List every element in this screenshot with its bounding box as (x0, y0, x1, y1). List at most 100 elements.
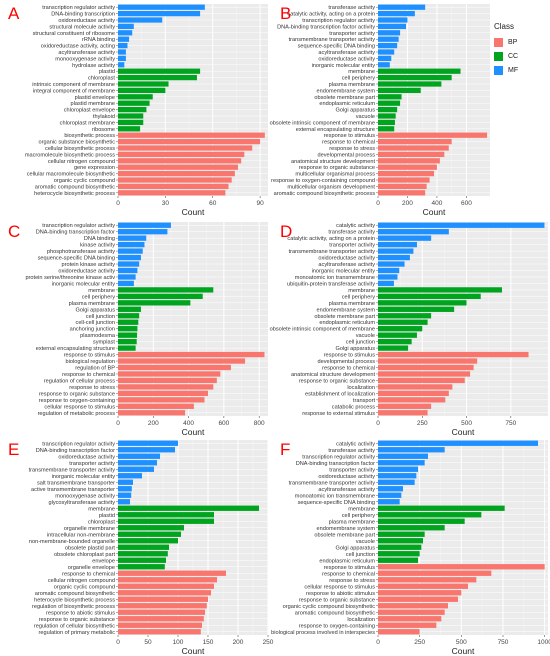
category-label: structural molecule activity (49, 24, 115, 30)
category-label: transporter activity (69, 461, 115, 467)
bar-bp (378, 622, 437, 628)
bar-mf (118, 248, 143, 254)
bar-cc (378, 345, 409, 351)
bar-mf (118, 254, 141, 261)
category-label: inorganic molecular entity (52, 281, 116, 287)
bar-cc (378, 525, 445, 531)
category-label: regulation of cellular biosynthetic (34, 623, 115, 629)
category-label: developmental process (317, 152, 375, 158)
bar-mf (378, 274, 398, 280)
bar-cc (378, 87, 421, 94)
category-label: regulation of cellular process (44, 378, 115, 384)
bar-mf (378, 49, 395, 55)
bar-cc (118, 126, 141, 132)
x-tick-label: 0 (376, 420, 380, 427)
category-label: plasma membrane (329, 82, 375, 88)
bar-bp (118, 403, 194, 409)
bar-bp (118, 390, 208, 397)
bar-cc (118, 518, 214, 524)
bar-bp (378, 390, 449, 397)
category-label: response to abiotic stimulus (306, 591, 375, 597)
bar-mf (118, 235, 147, 241)
category-label: anatomical structure development (291, 159, 375, 165)
bar-bp (378, 603, 448, 609)
bar-mf (118, 222, 171, 228)
bar-mf (378, 460, 425, 466)
category-label: response to external stimulus (302, 411, 375, 417)
bar-bp (378, 158, 440, 164)
bar-mf (378, 241, 417, 248)
x-tick-label: 0 (116, 200, 120, 207)
x-tick-label: 750 (505, 420, 516, 427)
bar-mf (118, 62, 125, 68)
bar-mf (118, 42, 128, 49)
bar-mf (378, 42, 398, 49)
bar-bp (118, 183, 229, 190)
legend-item-cc: CC (494, 49, 548, 63)
bar-mf (378, 466, 418, 472)
bar-cc (118, 94, 153, 100)
bar-cc (118, 525, 184, 531)
category-label: Golgi apparatus (76, 307, 116, 313)
x-axis-label: Count (182, 427, 205, 437)
bar-mf (118, 479, 133, 485)
bar-mf (118, 30, 133, 36)
bar-cc (118, 319, 139, 325)
category-label: response to stress (69, 385, 115, 391)
bar-mf (378, 10, 415, 17)
category-label: response to organic substance (299, 597, 375, 603)
category-label: DNA-binding transcription (51, 12, 115, 18)
bar-bp (378, 164, 437, 170)
bar-cc (378, 287, 502, 293)
bar-cc (378, 512, 482, 518)
bar-bp (118, 384, 214, 390)
x-tick-label: 600 (218, 420, 229, 427)
bar-mf (378, 280, 394, 287)
category-label: gene expression (74, 165, 115, 171)
category-label: regulation of primary metabolic (39, 630, 116, 636)
bar-mf (378, 222, 545, 228)
bar-bp (378, 564, 545, 570)
bar-cc (378, 94, 402, 100)
category-label: biological regulation (66, 359, 115, 365)
plot-background (378, 222, 548, 416)
category-label: acyltransferase activity (318, 50, 375, 56)
bar-bp (118, 622, 202, 628)
bar-cc (118, 531, 181, 537)
bar-bp (378, 577, 477, 583)
category-label: response to stress (329, 146, 375, 152)
x-tick-label: 500 (461, 420, 472, 427)
x-axis-label: Count (182, 646, 205, 656)
panel-letter-d: D (280, 222, 292, 241)
bar-mf (378, 453, 428, 459)
legend-title: Class (494, 22, 515, 31)
category-label: external encapsulating structure (296, 127, 375, 133)
legend-item-bp: BP (494, 35, 548, 49)
category-label: cell junction (346, 552, 375, 558)
category-label: DNA-binding transcription factor (296, 461, 375, 467)
bar-bp (378, 596, 458, 602)
category-label: rRNA binding (82, 37, 115, 43)
category-label: cell periphery (82, 294, 115, 300)
bar-bp (118, 596, 208, 602)
bar-bp (118, 164, 238, 170)
category-label: structural constituent of ribosome (33, 31, 115, 37)
x-tick-label: 60 (209, 200, 217, 207)
category-label: organic cyclic compound (54, 584, 115, 590)
category-label: catalytic activity (336, 223, 375, 229)
bar-cc (378, 319, 428, 325)
bar-bp (118, 132, 265, 138)
category-label: cell junction (346, 340, 375, 346)
bar-cc (378, 106, 398, 113)
bar-cc (118, 81, 169, 87)
bar-bp (118, 170, 235, 177)
bar-bp (118, 364, 231, 371)
category-label: catabolic process (332, 404, 375, 410)
bar-mf (378, 254, 410, 261)
panel-letter-b: B (280, 4, 291, 23)
bar-mf (378, 55, 392, 62)
category-label: thylakoid (93, 114, 115, 120)
